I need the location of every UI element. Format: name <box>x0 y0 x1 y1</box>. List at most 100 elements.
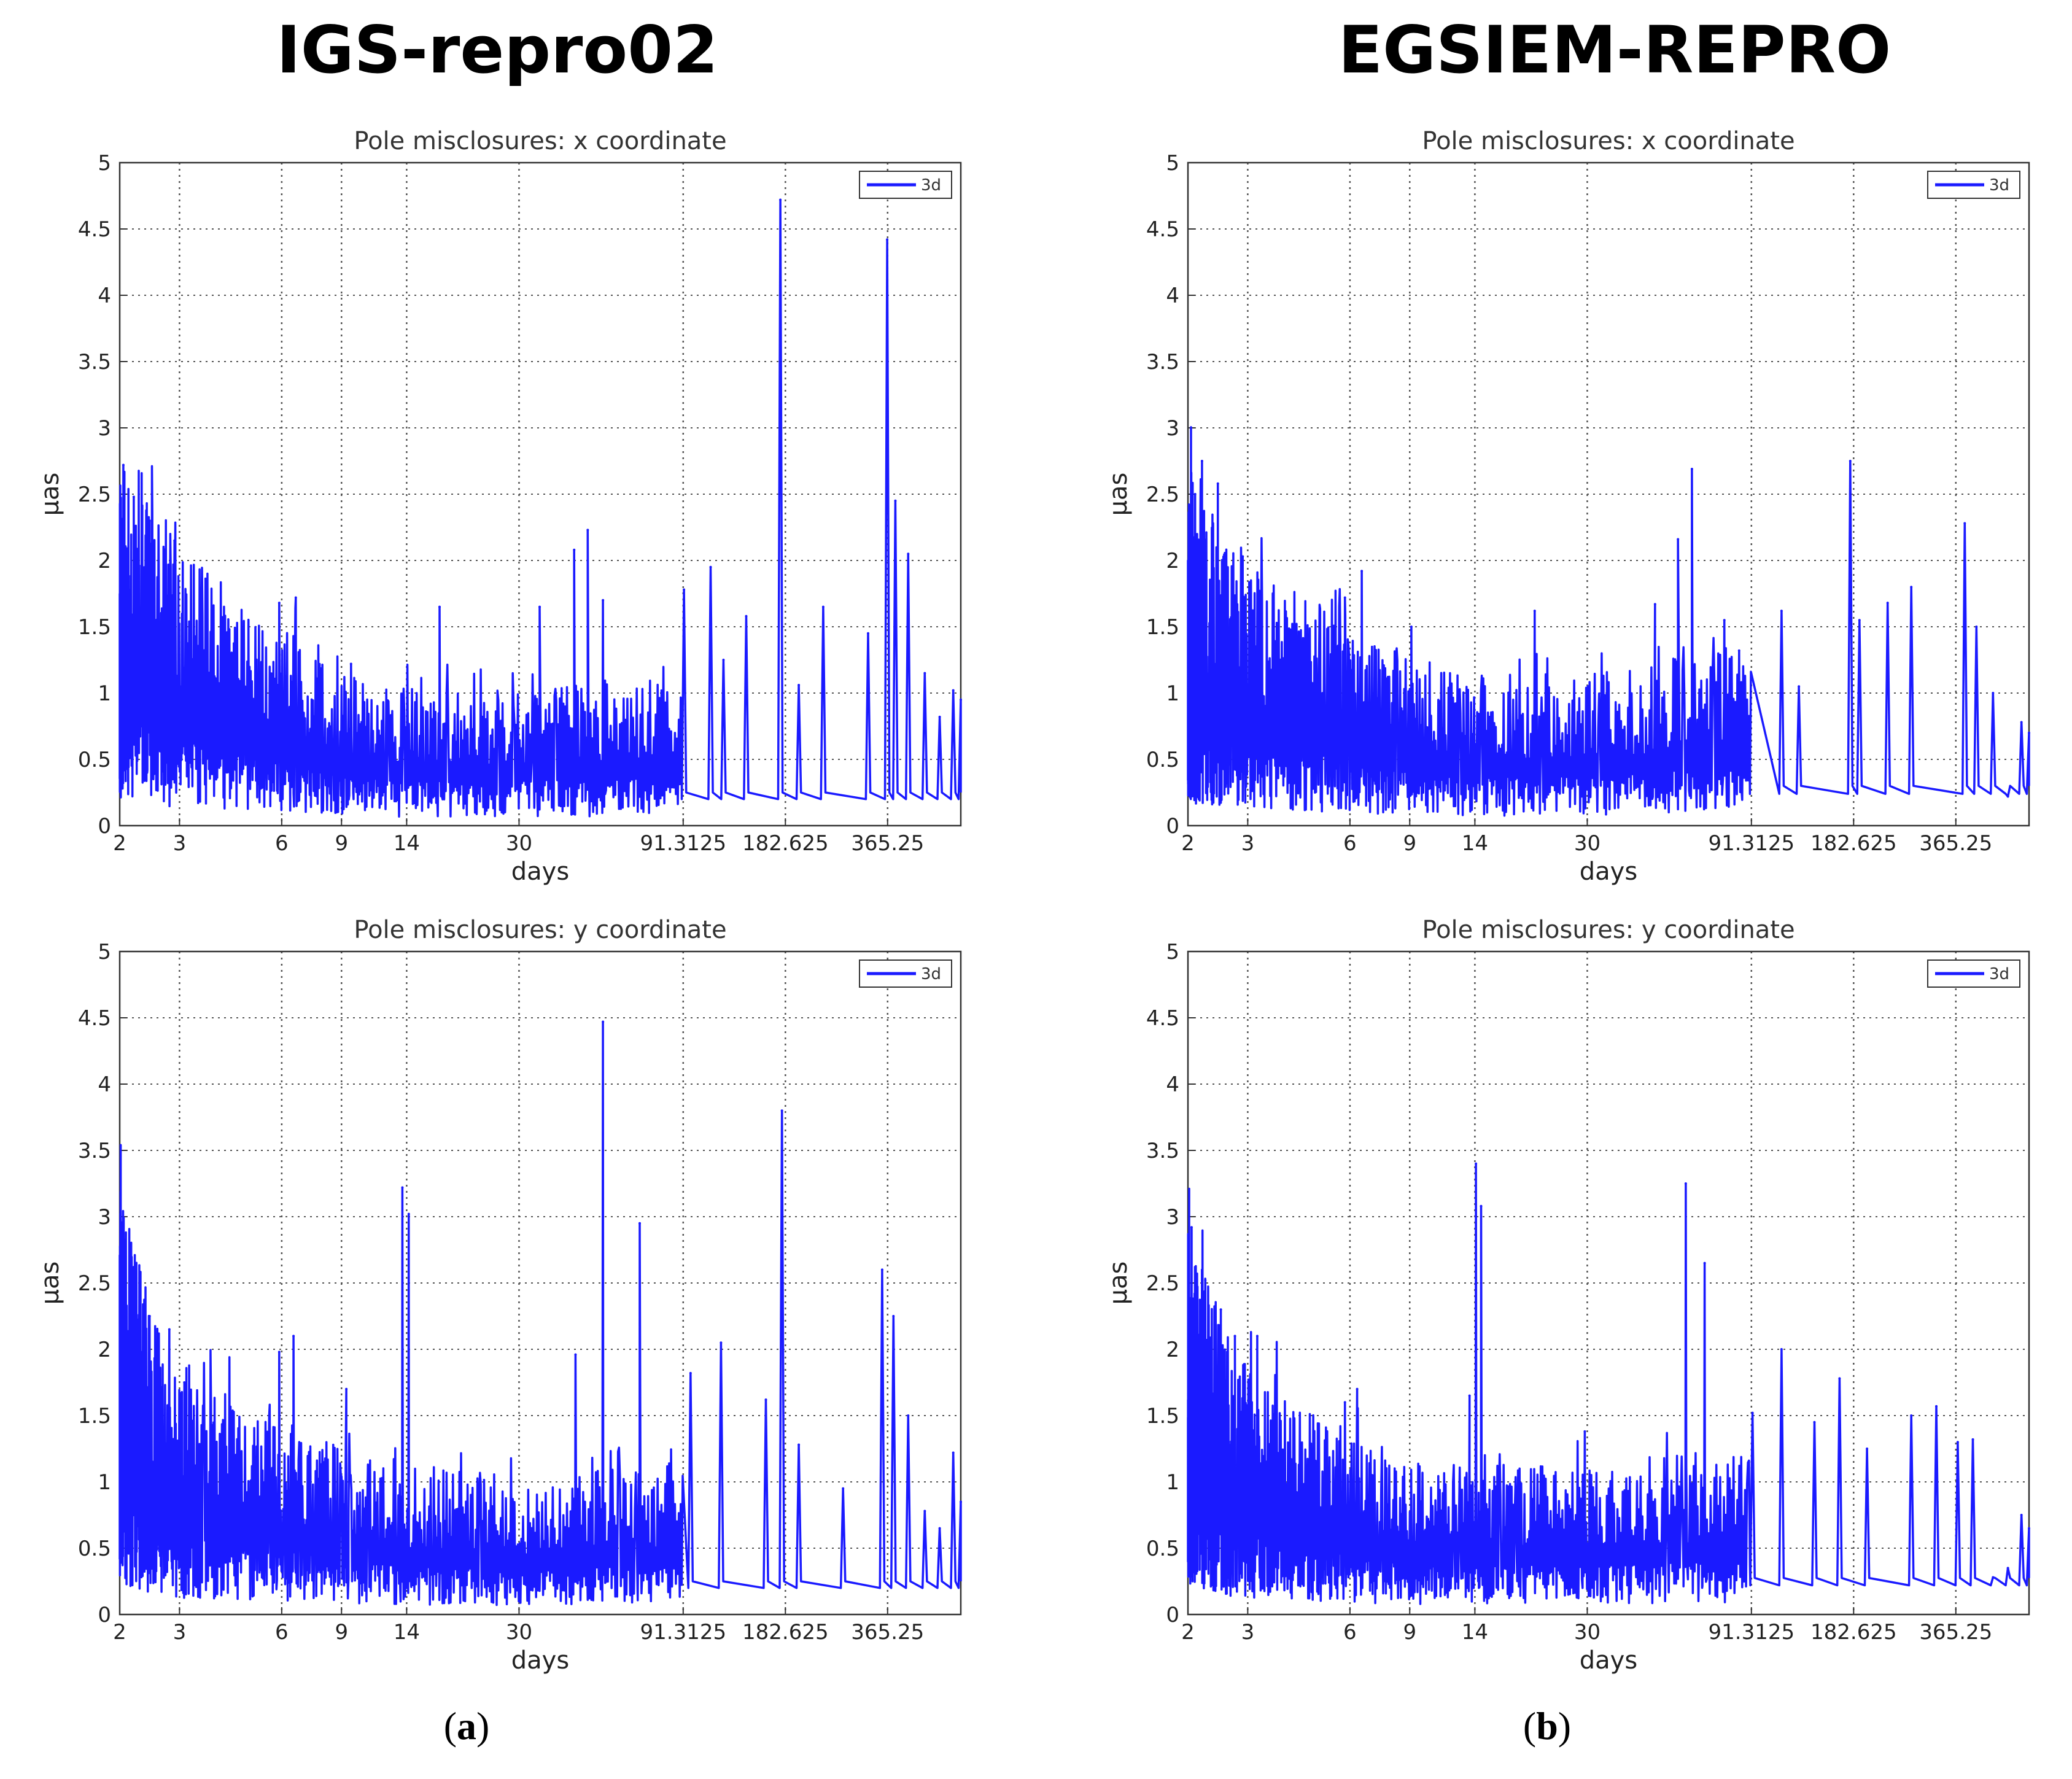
data-point <box>1343 596 1346 599</box>
y-axis-label: μas <box>1104 473 1133 516</box>
data-point <box>1193 493 1197 495</box>
legend-label: 3d <box>921 176 941 195</box>
x-axis-label: days <box>1580 858 1637 886</box>
data-point <box>345 1387 348 1390</box>
y-tick-label: 2.5 <box>78 483 111 507</box>
x-tick-label: 365.25 <box>851 831 924 856</box>
y-axis-label: μas <box>36 1262 64 1305</box>
data-point <box>907 552 910 556</box>
data-point <box>148 519 151 522</box>
data-point <box>292 1335 295 1338</box>
series-line-3d <box>118 1020 962 1607</box>
data-point <box>938 1527 941 1530</box>
y-tick-label: 0.5 <box>1146 1537 1179 1561</box>
x-tick-label: 2 <box>1181 1620 1195 1645</box>
data-point <box>1703 1262 1706 1265</box>
data-point <box>1233 1335 1236 1338</box>
data-point <box>892 1315 895 1317</box>
plot-title: Pole misclosures: y coordinate <box>354 916 726 944</box>
plot-title: Pole misclosures: x coordinate <box>1422 127 1795 155</box>
x-tick-label: 3 <box>1241 1620 1255 1645</box>
data-point <box>779 198 782 201</box>
data-point <box>1886 602 1889 605</box>
x-tick-label: 365.25 <box>1919 831 1992 856</box>
x-tick-label: 3 <box>173 831 187 856</box>
data-point <box>2006 1567 2009 1570</box>
y-tick-label: 1.5 <box>78 1404 111 1428</box>
data-point <box>764 1398 767 1401</box>
data-point <box>1849 460 1852 462</box>
y-tick-label: 1 <box>98 1470 111 1495</box>
data-point <box>122 463 125 467</box>
y-tick-label: 4 <box>1166 284 1179 308</box>
y-tick-label: 4 <box>98 1072 111 1097</box>
y-tick-label: 2 <box>1166 549 1179 573</box>
data-point <box>886 238 889 241</box>
data-point <box>1200 460 1203 462</box>
y-tick-label: 4.5 <box>78 1006 111 1031</box>
data-point <box>1677 538 1680 541</box>
data-point <box>1935 1405 1938 1408</box>
x-tick-label: 14 <box>394 1620 420 1645</box>
data-point <box>1475 1162 1478 1165</box>
data-point <box>960 698 962 701</box>
data-point <box>722 659 725 661</box>
data-point <box>132 495 135 498</box>
y-tick-label: 5 <box>98 151 111 176</box>
x-tick-label: 6 <box>275 1620 289 1645</box>
data-point <box>1343 1401 1346 1404</box>
data-point <box>1780 610 1783 613</box>
y-tick-label: 3 <box>1166 1205 1179 1230</box>
axes-frame <box>1187 161 2030 827</box>
y-tick-label: 0 <box>98 814 111 839</box>
data-point <box>120 1235 123 1238</box>
data-point <box>1241 555 1244 558</box>
y-tick-label: 2 <box>1166 1338 1179 1362</box>
data-point <box>923 1510 926 1513</box>
chart-y-igs: Pole misclosures: y coordinate 0 0.5 1 1.5 2 2… <box>36 916 962 1675</box>
y-tick-label: 1.5 <box>1146 1404 1179 1428</box>
panel-label-a: (a) <box>443 1704 490 1748</box>
series-line-3d <box>1187 1162 2030 1605</box>
x-tick-label: 6 <box>1343 1620 1357 1645</box>
data-point <box>842 1487 845 1490</box>
x-tick-label: 91.3125 <box>1709 1620 1795 1645</box>
data-point <box>2028 731 2030 734</box>
data-point <box>894 499 897 502</box>
data-point <box>1480 1204 1483 1207</box>
data-point <box>1216 482 1219 485</box>
data-point <box>173 539 176 542</box>
data-point <box>1356 1387 1359 1390</box>
data-point <box>1255 1335 1259 1338</box>
data-point <box>148 1315 151 1317</box>
y-tick-label: 4 <box>98 284 111 308</box>
x-tick-label: 91.3125 <box>640 1620 727 1645</box>
data-point <box>1813 1420 1816 1424</box>
data-point <box>1684 1182 1687 1185</box>
y-axis-label: μas <box>1104 1262 1133 1305</box>
y-tick-label: 4.5 <box>1146 217 1179 242</box>
x-tick-label: 30 <box>1574 1620 1601 1645</box>
x-tick-label: 30 <box>506 831 532 856</box>
column-title-egsiem: EGSIEM-REPRO <box>1338 12 1892 88</box>
x-tick-label: 91.3125 <box>1709 831 1795 856</box>
data-point <box>1975 626 1978 628</box>
x-tick-label: 9 <box>1403 1620 1416 1645</box>
y-tick-label: 4 <box>1166 1072 1179 1097</box>
legend-label: 3d <box>921 965 941 983</box>
x-tick-label: 9 <box>1403 831 1416 856</box>
data-point <box>1866 1448 1869 1450</box>
data-point <box>689 1371 692 1374</box>
data-point <box>1190 1226 1193 1229</box>
plot-title: Pole misclosures: x coordinate <box>354 127 726 155</box>
data-point <box>880 1268 883 1271</box>
data-point <box>1910 1414 1913 1417</box>
data-point <box>867 632 870 635</box>
data-point <box>1360 570 1364 573</box>
y-tick-label: 3.5 <box>78 350 111 374</box>
legend-label: 3d <box>1989 176 2009 195</box>
data-point <box>2020 721 2023 724</box>
data-point <box>1751 1411 1754 1414</box>
y-tick-label: 5 <box>1166 940 1179 964</box>
data-point <box>538 605 541 608</box>
